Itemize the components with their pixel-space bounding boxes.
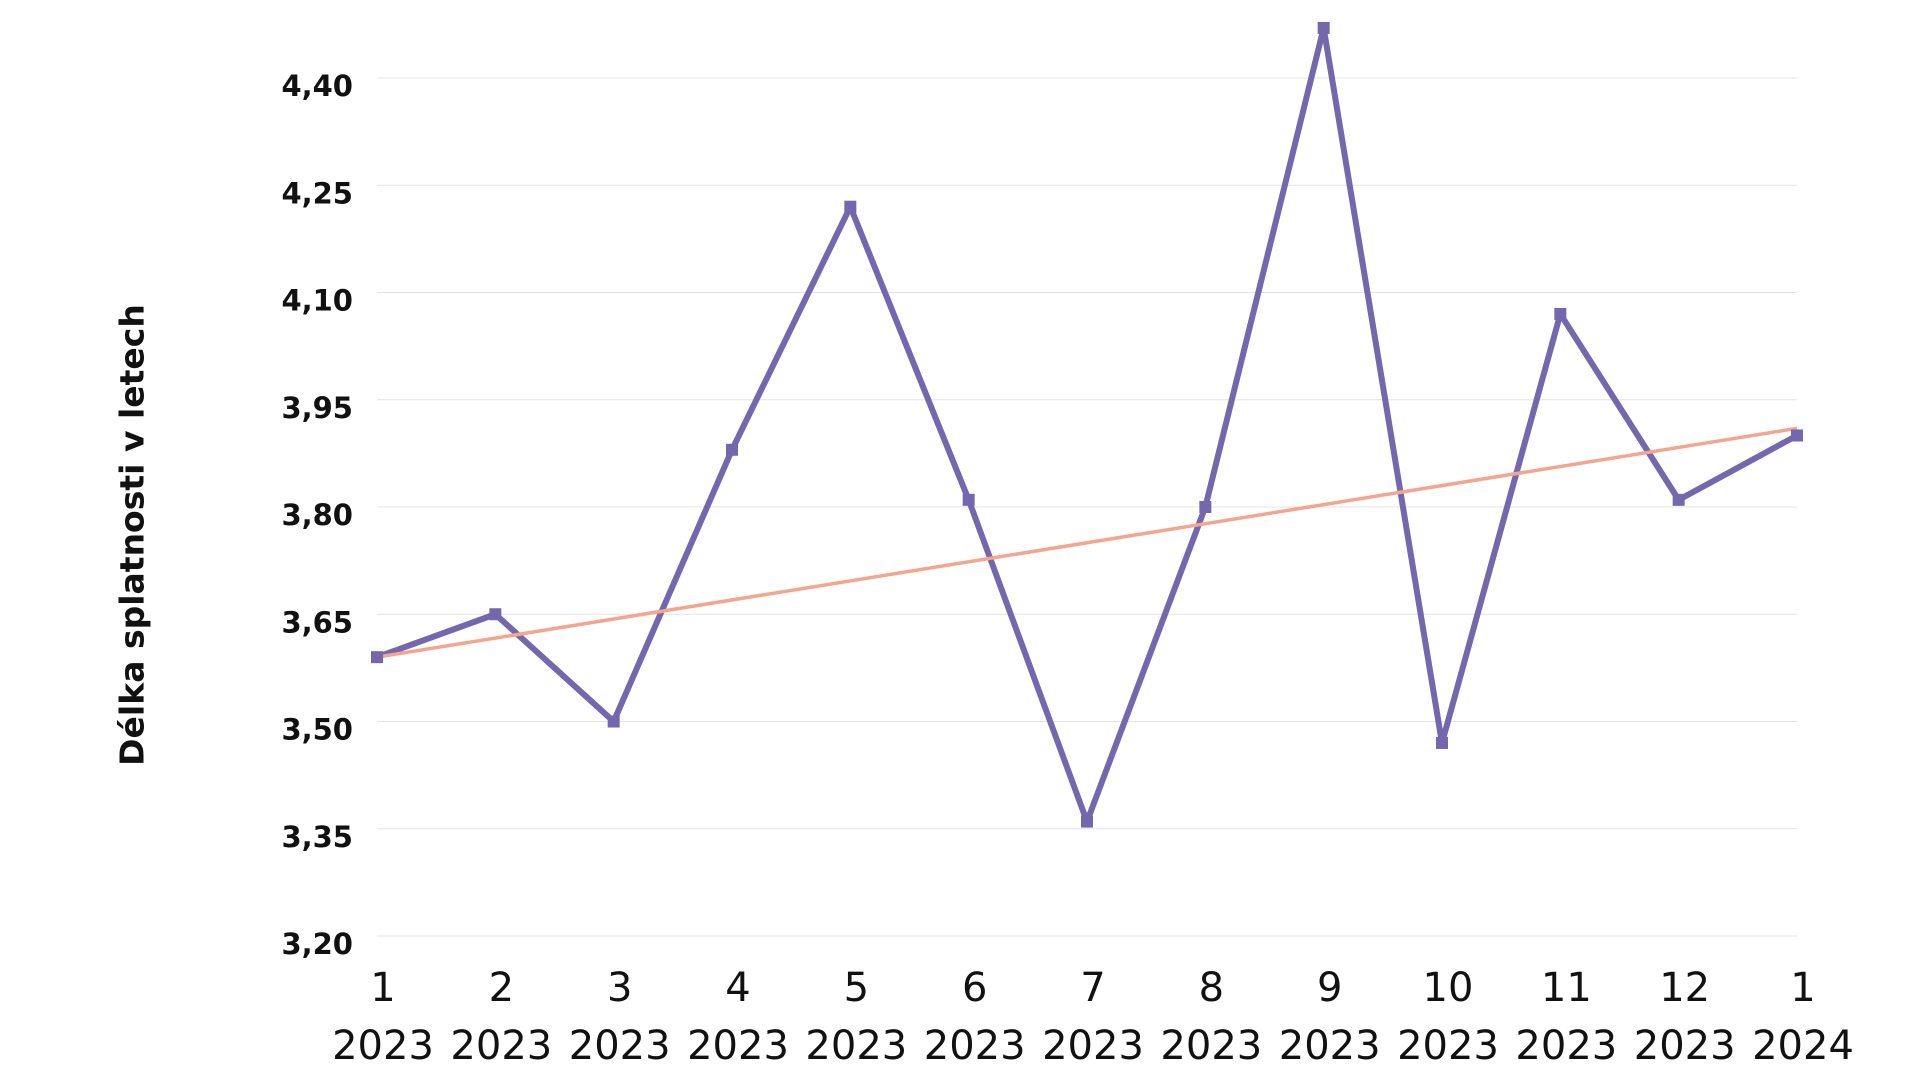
x-tick-label: 2023	[805, 1023, 907, 1069]
x-tick-label: 2023	[332, 1023, 434, 1069]
x-tick-label: 2023	[924, 1023, 1026, 1069]
data-point	[1081, 815, 1093, 828]
trend-line	[376, 426, 1798, 659]
x-tick-label: 12	[1659, 965, 1710, 1011]
data-point	[1436, 736, 1448, 749]
x-tick-label: 3	[607, 965, 632, 1011]
data-line	[375, 24, 1799, 825]
x-tick-label: 6	[962, 965, 987, 1011]
x-tick-label: 2023	[1634, 1023, 1736, 1069]
x-tick-label: 2023	[1515, 1023, 1617, 1069]
data-point	[1199, 501, 1212, 513]
data-point	[1672, 493, 1685, 506]
data-point	[1554, 307, 1567, 320]
data-point	[962, 493, 975, 506]
x-tick-label: 8	[1199, 965, 1224, 1011]
y-tick-label: 4,10	[281, 284, 353, 318]
data-point	[371, 651, 383, 664]
data-point	[1791, 429, 1803, 442]
x-tick-label: 2023	[1397, 1023, 1499, 1069]
x-tick-label: 7	[1080, 965, 1105, 1011]
x-tick-label: 1	[1790, 965, 1815, 1011]
data-point	[607, 715, 620, 728]
y-axis-label: Délka splatnosti v letech	[113, 304, 152, 766]
data-point	[489, 608, 502, 621]
x-tick-label: 2023	[1160, 1023, 1262, 1069]
y-tick-label: 3,35	[281, 820, 353, 854]
y-tick-label: 3,95	[281, 391, 353, 425]
y-tick-label: 3,80	[281, 498, 353, 532]
x-tick-label: 2023	[687, 1023, 789, 1069]
x-tick-label: 2023	[1042, 1023, 1144, 1069]
x-tick-label: 10	[1423, 965, 1474, 1011]
y-tick-label: 4,40	[281, 69, 353, 103]
y-tick-label: 4,25	[281, 176, 353, 210]
x-tick-label: 9	[1317, 965, 1342, 1011]
data-point	[1317, 21, 1330, 34]
x-tick-label: 2024	[1752, 1023, 1854, 1069]
y-tick-label: 3,50	[281, 713, 353, 747]
x-tick-label: 2023	[1279, 1023, 1381, 1069]
y-tick-label: 3,20	[281, 927, 353, 961]
x-tick-label: 2023	[569, 1023, 671, 1069]
x-tick-label: 4	[725, 965, 750, 1011]
x-tick-label: 1	[370, 965, 395, 1011]
x-tick-label: 2023	[450, 1023, 552, 1069]
x-tick-label: 5	[844, 965, 869, 1011]
y-tick-label: 3,65	[281, 605, 353, 639]
x-tick-label: 2	[489, 965, 514, 1011]
data-point	[844, 200, 857, 213]
x-tick-label: 11	[1541, 965, 1592, 1011]
data-point	[726, 443, 738, 456]
